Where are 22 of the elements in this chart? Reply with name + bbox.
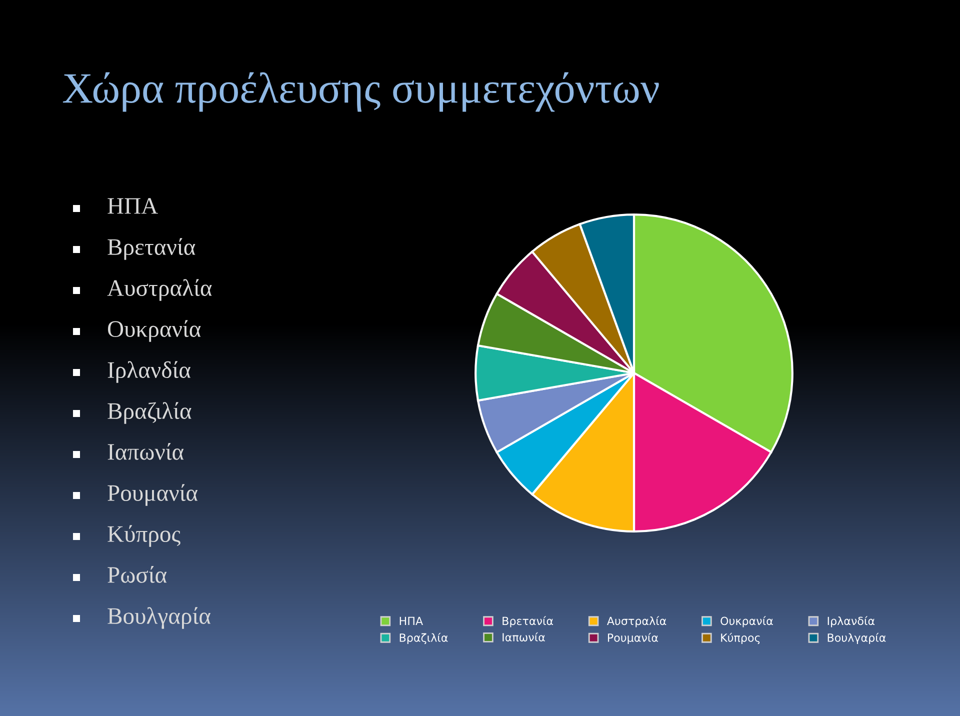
legend-label: Βρετανία — [502, 616, 554, 628]
legend-label: Βουλγαρία — [828, 632, 886, 644]
text: Βραζιλία — [108, 402, 192, 424]
text: Βουλγαρία — [108, 607, 210, 629]
text: Ιαπωνία — [108, 443, 184, 460]
chart-title: Χώρα προέλευσης συμμετεχόντων — [62, 72, 659, 112]
legend-label: Ιαπωνία — [502, 632, 545, 642]
legend-label: Βραζιλία — [400, 632, 448, 644]
legend-label: Ιρλανδία — [828, 616, 875, 628]
legend-label: Ουκρανία — [720, 616, 773, 628]
legend-label: Αυστραλία — [606, 616, 666, 628]
text: Ρουμανία — [108, 484, 198, 506]
text: Κύπρος — [108, 525, 180, 547]
legend-label: ΗΠΑ — [400, 616, 423, 625]
legend-label: Ρουμανία — [608, 632, 658, 644]
text: Ιρλανδία — [108, 361, 190, 383]
text: ΗΠΑ — [108, 198, 158, 214]
text: Αυστραλία — [107, 279, 212, 301]
legend-label: Κύπρος — [721, 632, 760, 644]
text: Βρετανία — [108, 238, 196, 260]
text: Ρωσία — [108, 566, 167, 583]
text: Ουκρανία — [108, 320, 201, 342]
